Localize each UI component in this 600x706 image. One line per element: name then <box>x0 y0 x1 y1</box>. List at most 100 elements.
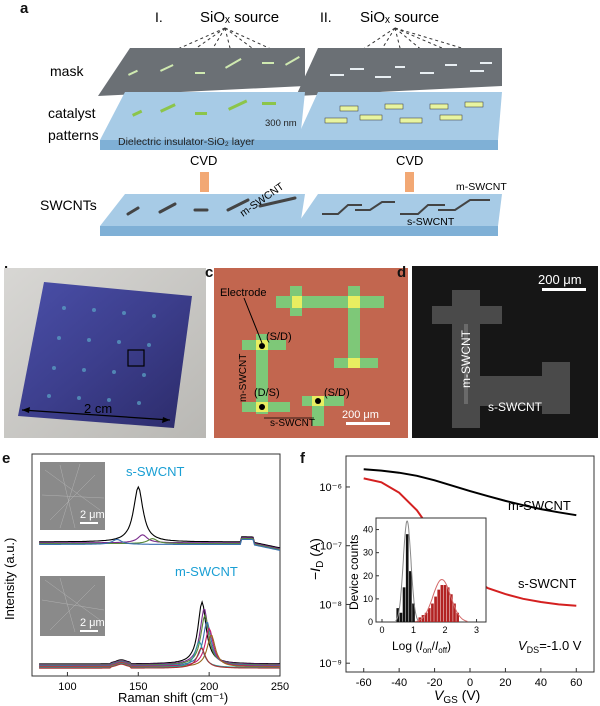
panel-d-sem: 200 μm m-SWCNT s-SWCNT <box>412 266 598 438</box>
e-plot-frame <box>31 453 281 677</box>
inset-bar-s-swcnt <box>437 589 441 622</box>
panel-label-d: d <box>397 264 407 281</box>
s-swcnt-spectrum <box>39 538 281 551</box>
inset-bar-s-swcnt <box>443 585 447 622</box>
sd-label-2: (S/D) <box>324 387 350 399</box>
sd-label-1: (S/D) <box>266 331 292 343</box>
inset-ytick-label: 10 <box>363 594 373 604</box>
e-xtick-label: 100 <box>58 681 76 693</box>
m-swcnt-spectrum <box>39 640 280 669</box>
panel-f-transfer-chart: −ID (A) VGS (V) -60 -40 -20 0 20 40 6010⁻⁹10⁻⁸… <box>307 455 595 706</box>
inset-bar-s-swcnt <box>440 585 444 622</box>
panel-b-wafer-photo: 2 cm <box>4 268 206 438</box>
electrode-label: Electrode <box>220 287 266 299</box>
inset-bar-s-swcnt <box>453 603 456 622</box>
swcnt-substrate-2 <box>296 194 502 226</box>
s-swcnt-spectrum <box>39 538 281 551</box>
col2-source: SiOₓ source <box>360 9 439 26</box>
inset-bar-s-swcnt <box>446 587 450 622</box>
inset-ytick-label: 0 <box>368 617 373 627</box>
inset-bar-s-swcnt <box>456 612 459 622</box>
s-swcnt-d: s-SWCNT <box>488 400 543 414</box>
inset-ytick-label: 30 <box>363 548 373 558</box>
col2-roman: II. <box>320 9 332 25</box>
inset-ytick-label: 40 <box>363 525 373 535</box>
f-xtick-label: -60 <box>356 677 372 689</box>
m-swcnt-a2: m-SWCNT <box>456 181 507 193</box>
f-series-m-swcnt <box>363 468 577 517</box>
inset-xtick-label: 2 <box>443 625 448 635</box>
inset-fit-s-swcnt <box>415 578 468 622</box>
inset-bar-s-swcnt <box>424 612 428 622</box>
panel-label-e: e <box>2 450 11 467</box>
col1-roman: I. <box>155 9 163 25</box>
inset-xtick-label: 0 <box>379 625 384 635</box>
row-mask: mask <box>50 63 84 79</box>
f-xlabel: VGS (V) <box>434 687 480 706</box>
panel-label-c: c <box>205 264 214 281</box>
f-inset-frame <box>375 517 487 623</box>
substrate-1 <box>100 92 305 140</box>
ds-label: (D/S) <box>254 387 280 399</box>
f-xtick-label: 60 <box>570 677 582 689</box>
row-catalyst: catalyst <box>48 105 96 121</box>
e-xlabel: Raman shift (cm⁻¹) <box>118 690 228 705</box>
inset-bar-m-swcnt <box>412 603 415 622</box>
cvd-1: CVD <box>190 153 217 168</box>
panel-e-raman-chart: Intensity (a.u.) Raman shift (cm⁻¹) 100 1… <box>2 453 289 705</box>
e-s-label: s-SWCNT <box>126 464 185 479</box>
f-inset-ylabel: Device counts <box>347 535 361 610</box>
col1-source: SiOₓ source <box>200 9 279 26</box>
inset-fit-m-swcnt <box>395 520 419 622</box>
f-ytick-label: 10⁻⁶ <box>319 482 342 494</box>
panel-label-a: a <box>20 0 29 17</box>
inset-bar-m-swcnt <box>409 571 412 622</box>
e-inset-2-scale: 2 μm <box>80 617 105 629</box>
e-xtick-label: 250 <box>271 681 289 693</box>
inset-bar-s-swcnt <box>449 594 453 622</box>
e-inset-1 <box>40 462 105 530</box>
inset-bar-s-swcnt <box>434 596 437 622</box>
e-xtick-label: 150 <box>129 681 147 693</box>
f-xtick-label: 20 <box>499 677 511 689</box>
e-xtick-label: 200 <box>200 681 218 693</box>
s-swcnt-a2: s-SWCNT <box>407 216 455 228</box>
panel-label-f: f <box>300 450 305 467</box>
f-xtick-label: -20 <box>427 677 443 689</box>
s-swcnt-spectrum <box>39 485 281 549</box>
m-swcnt-spectrum <box>39 627 280 667</box>
e-m-label: m-SWCNT <box>175 564 238 579</box>
f-s-label: s-SWCNT <box>518 576 577 591</box>
e-ylabel: Intensity (a.u.) <box>2 538 17 620</box>
inset-bar-s-swcnt <box>421 615 425 622</box>
panel-c-micrograph: Electrode (S/D) (D/S) (S/D) m-SWCNT s-SW… <box>214 268 408 438</box>
e-inset-1-scale: 2 μm <box>80 509 105 521</box>
inset-bar-s-swcnt <box>431 603 434 622</box>
m-swcnt-spectrum <box>39 635 280 668</box>
thickness-label: 300 nm <box>265 118 297 129</box>
m-swcnt-spectrum <box>39 609 280 666</box>
f-xtick-label: 40 <box>535 677 547 689</box>
m-swcnt-c: m-SWCNT <box>238 354 249 402</box>
m-swcnt-spectrum <box>39 613 280 666</box>
scale-d: 200 μm <box>538 272 582 287</box>
inset-xtick-label: 3 <box>474 625 479 635</box>
f-ytick-label: 10⁻⁸ <box>319 599 342 611</box>
m-swcnt-spectrum <box>39 622 280 667</box>
m-swcnt-spectrum <box>39 648 280 669</box>
f-m-label: m-SWCNT <box>508 498 571 513</box>
f-ylabel: −ID (A) <box>307 538 326 580</box>
s-swcnt-c: s-SWCNT <box>270 418 315 429</box>
inset-bar-s-swcnt <box>427 608 431 622</box>
row-swcnts: SWCNTs <box>40 197 97 213</box>
inset-xtick-label: 1 <box>411 625 416 635</box>
mask-2 <box>296 48 502 96</box>
f-ytick-label: 10⁻⁹ <box>319 658 342 670</box>
inset-bar-m-swcnt <box>399 612 403 622</box>
substrate-2 <box>296 92 502 140</box>
wafer-scale: 2 cm <box>84 401 112 416</box>
m-swcnt-spectrum <box>39 600 280 665</box>
inset-ytick-label: 20 <box>363 571 373 581</box>
dielectric-label: Dielectric insulator-SiO₂ layer <box>118 136 255 148</box>
f-xtick-label: 0 <box>467 677 473 689</box>
